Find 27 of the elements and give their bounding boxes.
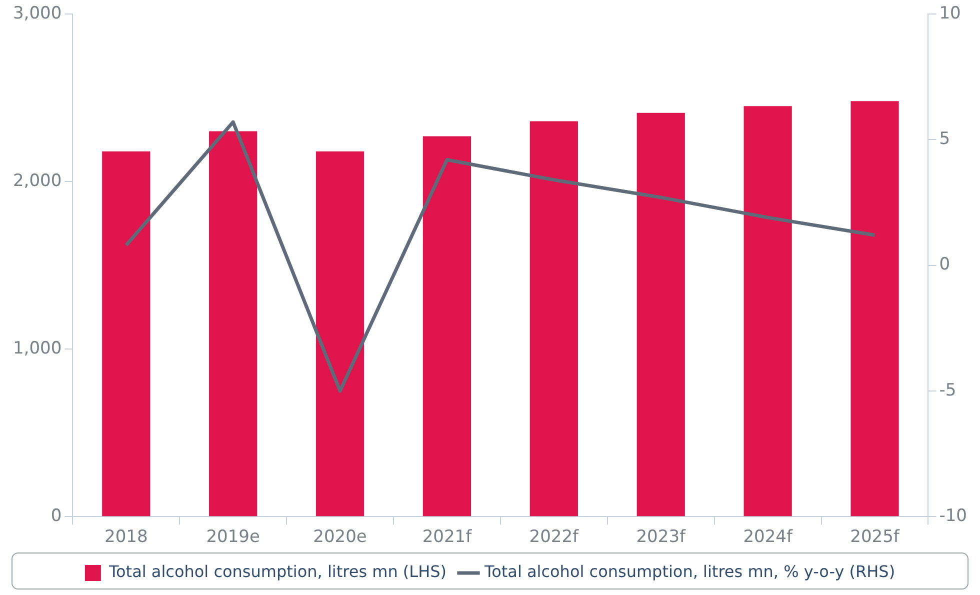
y-tick-label: 1,000 xyxy=(12,338,62,358)
bar xyxy=(209,131,258,516)
y2-tick-label: 5 xyxy=(939,129,950,150)
y-tick-label: 2,000 xyxy=(12,170,62,191)
legend-label: Total alcohol consumption, litres mn (LHS) xyxy=(108,562,447,582)
x-tick-label: 2018 xyxy=(104,527,148,548)
bar xyxy=(636,112,685,516)
x-tick-label: 2022f xyxy=(529,527,580,548)
bar xyxy=(102,151,150,516)
y2-tick-label: 0 xyxy=(939,254,950,275)
bar xyxy=(422,136,472,516)
legend-label: Total alcohol consumption, litres mn, % y-o-y (RHS) xyxy=(484,562,896,582)
bar xyxy=(316,151,364,516)
x-tick-label: 2025f xyxy=(850,527,900,548)
x-tick-label: 2023f xyxy=(636,527,687,548)
x-tick-label: 2019e xyxy=(206,527,260,548)
bar xyxy=(530,121,578,516)
y2-tick-label: -5 xyxy=(939,380,956,400)
bar xyxy=(850,101,899,516)
x-tick-label: 2020e xyxy=(313,527,367,548)
y-tick-label: 0 xyxy=(50,506,62,526)
x-tick-label: 2024f xyxy=(743,527,794,548)
bar xyxy=(744,106,792,516)
y-tick-label: 3,000 xyxy=(12,3,62,24)
y2-tick-label: 10 xyxy=(939,3,961,24)
x-tick-label: 2021f xyxy=(422,527,473,548)
y2-tick-label: -10 xyxy=(939,506,968,526)
